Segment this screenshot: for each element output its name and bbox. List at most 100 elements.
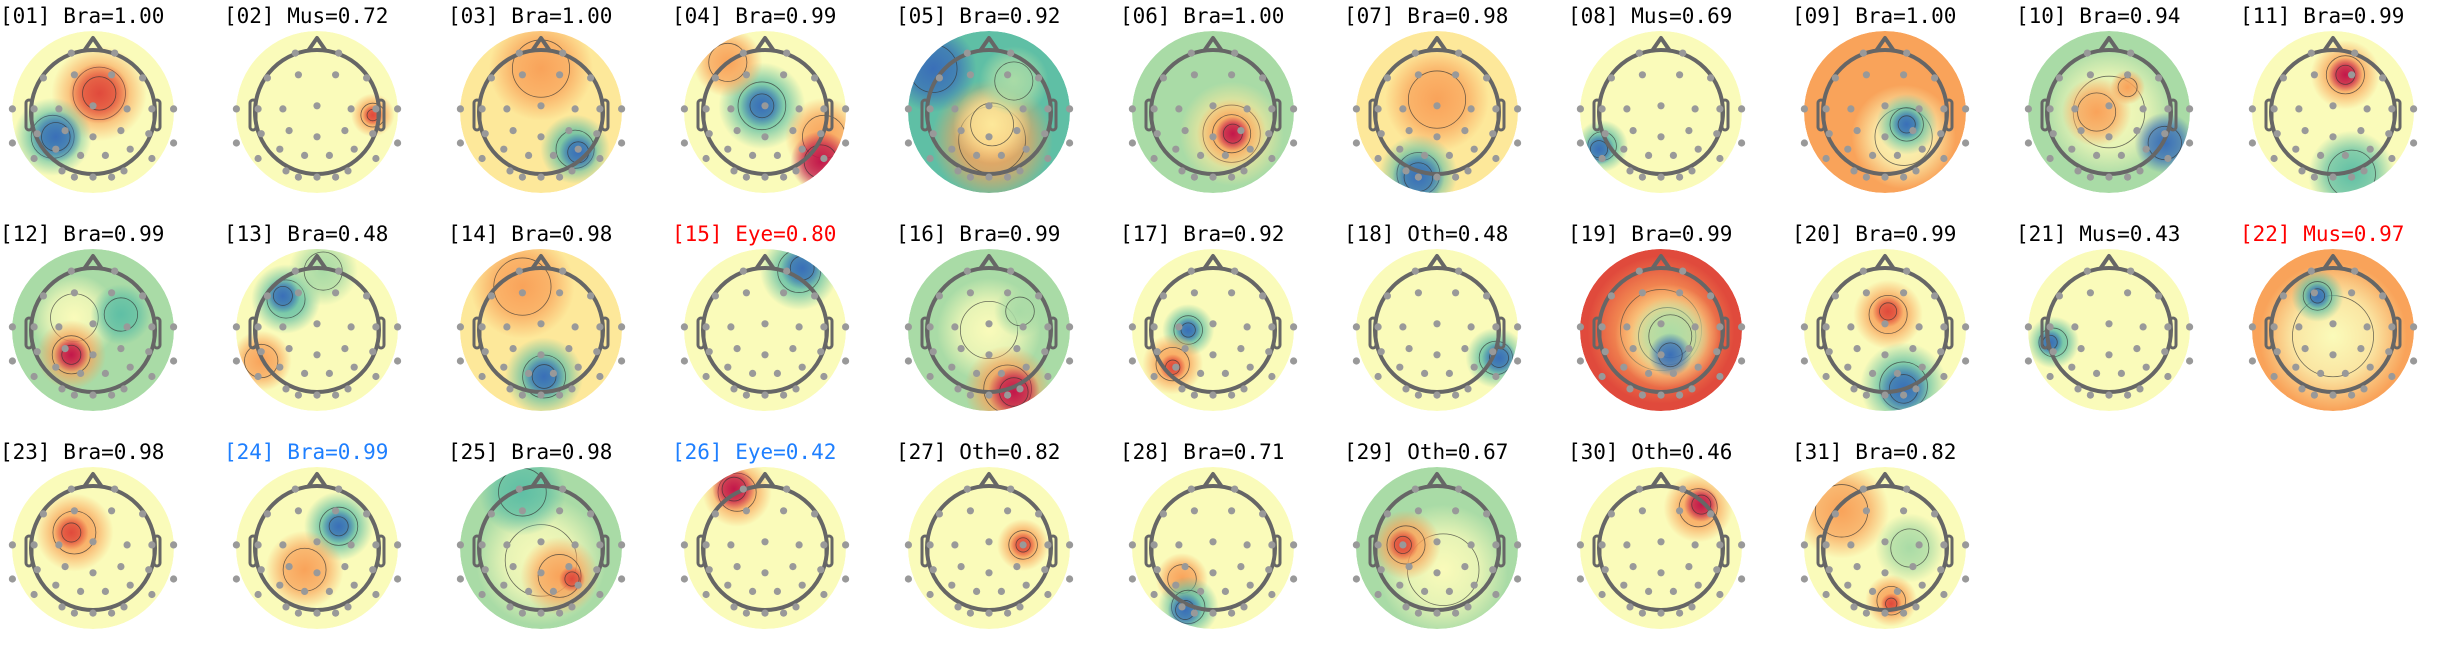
component-cell: [26] Eye=0.42	[672, 436, 896, 654]
electrode-marker	[1172, 363, 1180, 371]
electrode-marker	[276, 145, 284, 153]
nose-icon	[1202, 472, 1224, 489]
electrode-marker	[1676, 391, 1684, 399]
electrode-marker	[254, 154, 262, 163]
electrode-marker	[951, 323, 959, 331]
electrode-marker	[742, 173, 750, 181]
electrode-marker	[282, 603, 290, 611]
electrode-marker	[1066, 323, 1074, 331]
electrode-marker	[1209, 133, 1217, 141]
electrode-marker	[332, 289, 340, 297]
right-ear-icon	[824, 98, 834, 132]
component-title: [31] Bra=0.82	[1792, 440, 1957, 464]
electrode-marker	[2357, 127, 2365, 135]
electrode-marker	[593, 348, 601, 356]
electrode-marker	[1492, 372, 1500, 381]
electrode-marker	[481, 566, 489, 574]
electrode-marker	[1962, 139, 1970, 147]
component-cell: [15] Eye=0.80	[672, 218, 896, 436]
electrode-marker	[1352, 541, 1360, 549]
electrode-marker	[1209, 538, 1217, 546]
electrode-marker	[1483, 74, 1491, 82]
contour-line	[1015, 537, 1031, 553]
electrode-marker	[1461, 563, 1469, 571]
electrode-marker	[1489, 566, 1497, 574]
electrode-marker	[1620, 363, 1628, 371]
electrode-marker	[279, 105, 287, 113]
electrode-marker	[985, 133, 993, 141]
right-ear-icon	[376, 534, 386, 568]
electrode-marker	[556, 391, 564, 399]
electrode-marker	[8, 323, 16, 331]
electrode-marker	[1004, 71, 1012, 79]
electrode-marker	[1377, 348, 1385, 356]
electrode-marker	[1940, 541, 1948, 549]
electrode-marker	[1190, 173, 1198, 181]
electrode-marker	[792, 167, 800, 175]
electrode-marker	[1576, 323, 1584, 331]
electrode-marker	[1657, 351, 1665, 359]
electrode-marker	[332, 391, 340, 399]
electrode-marker	[1153, 130, 1161, 138]
electrode-marker	[730, 167, 738, 175]
electrode-marker	[481, 130, 489, 138]
nose-icon	[82, 472, 104, 489]
electrode-marker	[1433, 609, 1441, 617]
electrode-marker	[783, 485, 791, 493]
nose-icon	[530, 472, 552, 489]
electrode-marker	[394, 105, 402, 113]
electrode-marker	[2024, 105, 2032, 113]
electrode-marker	[1172, 145, 1180, 153]
electrode-marker	[123, 541, 131, 549]
scalp-topomap	[1800, 249, 1970, 411]
electrode-marker	[761, 538, 769, 546]
electrode-marker	[148, 105, 156, 113]
nose-icon	[754, 36, 776, 53]
contour-line	[61, 344, 82, 365]
electrode-marker	[456, 541, 464, 549]
electrode-marker	[1019, 541, 1027, 549]
electrode-marker	[1187, 485, 1195, 493]
nose-icon	[1426, 254, 1448, 271]
electrode-marker	[596, 590, 604, 599]
electrode-marker	[1940, 590, 1948, 599]
electrode-marker	[1638, 609, 1646, 617]
electrode-marker	[1411, 485, 1419, 493]
electrode-marker	[2074, 385, 2082, 393]
electrode-marker	[1461, 127, 1469, 135]
electrode-marker	[2351, 267, 2359, 275]
electrode-marker	[1638, 173, 1646, 181]
electrode-marker	[1688, 385, 1696, 393]
right-ear-icon	[376, 316, 386, 350]
electrode-marker	[1374, 590, 1382, 599]
electrode-marker	[1713, 566, 1721, 574]
electrode-marker	[1576, 139, 1584, 147]
electrode-marker	[724, 145, 732, 153]
electrode-marker	[456, 139, 464, 147]
electrode-marker	[1414, 391, 1422, 399]
electrode-marker	[1825, 130, 1833, 138]
electrode-marker	[702, 541, 710, 549]
electrode-marker	[1691, 323, 1699, 331]
electrode-marker	[1128, 105, 1136, 113]
electrode-marker	[170, 541, 178, 549]
nose-icon	[306, 36, 328, 53]
electrode-marker	[727, 105, 735, 113]
electrode-marker	[279, 541, 287, 549]
electrode-marker	[456, 323, 464, 331]
component-title: [05] Bra=0.92	[896, 4, 1061, 28]
electrode-marker	[332, 71, 340, 79]
electrode-marker	[108, 71, 116, 79]
electrode-marker	[1626, 603, 1634, 611]
electrode-marker	[2186, 139, 2194, 147]
electrode-marker	[2127, 267, 2135, 275]
electrode-marker	[1912, 167, 1920, 175]
electrode-marker	[2329, 320, 2337, 328]
electrode-marker	[2093, 369, 2101, 377]
left-ear-icon	[472, 98, 482, 132]
electrode-marker	[556, 289, 564, 297]
component-cell: [09] Bra=1.00	[1792, 0, 2016, 218]
electrode-marker	[1209, 391, 1217, 399]
electrode-marker	[108, 507, 116, 515]
electrode-marker	[1290, 575, 1298, 583]
